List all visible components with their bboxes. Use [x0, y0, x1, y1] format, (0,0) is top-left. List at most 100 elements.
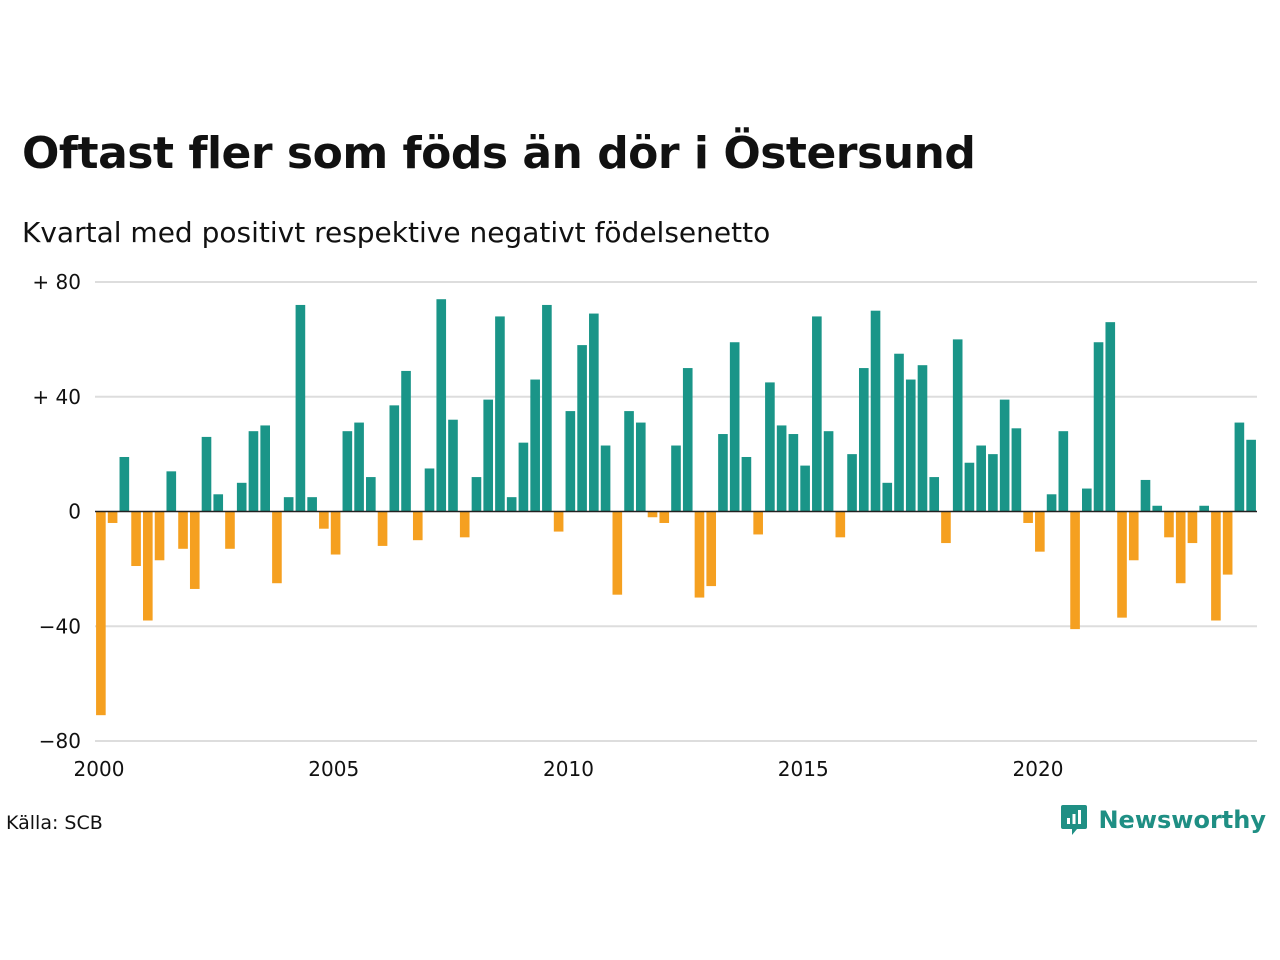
bar — [565, 411, 576, 512]
bar — [882, 482, 893, 512]
bar — [917, 365, 928, 512]
bar — [483, 399, 494, 512]
bar — [495, 316, 505, 512]
bar — [389, 405, 400, 512]
bar — [260, 425, 270, 512]
bar — [847, 454, 857, 512]
bar — [366, 477, 376, 512]
source-note: Källa: SCB — [6, 812, 103, 834]
bar — [1082, 488, 1092, 512]
bar — [1105, 322, 1116, 512]
bar — [1140, 479, 1151, 512]
bar — [342, 431, 353, 512]
bar — [1234, 422, 1245, 512]
bar — [530, 379, 540, 512]
bar — [753, 511, 763, 535]
bar — [858, 368, 869, 512]
bar — [319, 511, 329, 529]
y-tick-label: −80 — [39, 729, 81, 753]
bar — [236, 482, 247, 512]
bar — [1175, 511, 1186, 584]
bar — [823, 431, 834, 512]
bar — [143, 511, 153, 621]
bar — [905, 379, 916, 512]
bar — [1187, 511, 1198, 544]
bar — [647, 511, 658, 518]
bar — [776, 425, 787, 512]
bar — [976, 445, 986, 512]
bar — [1128, 511, 1139, 561]
bar — [1093, 342, 1104, 512]
bar — [189, 511, 200, 589]
bar — [225, 511, 235, 549]
bar — [107, 511, 118, 523]
bar — [1035, 511, 1045, 552]
bar — [1164, 511, 1174, 538]
bar — [1046, 494, 1057, 512]
y-tick-label: −40 — [39, 614, 81, 638]
brand-name: Newsworthy — [1098, 806, 1266, 834]
bar — [694, 511, 705, 598]
x-tick-label: 2005 — [308, 757, 359, 781]
x-tick-label: 2000 — [74, 757, 125, 781]
bar — [988, 454, 998, 512]
bar — [424, 468, 435, 512]
bar — [729, 342, 740, 512]
chart-title: Oftast fler som föds än dör i Östersund — [22, 128, 976, 179]
y-tick-label: + 40 — [32, 385, 81, 409]
brand-logo[interactable]: Newsworthy — [1060, 803, 1266, 837]
bar — [1117, 511, 1127, 618]
bar — [1199, 505, 1209, 512]
bar — [354, 422, 364, 512]
bar — [718, 434, 728, 512]
bar — [1211, 511, 1221, 621]
bar — [542, 304, 552, 512]
bar — [119, 456, 130, 512]
bar — [800, 465, 810, 512]
bar — [307, 497, 317, 512]
chart-subtitle: Kvartal med positivt respektive negativt… — [22, 216, 771, 249]
bar — [1246, 439, 1256, 512]
bar — [812, 316, 822, 512]
bar — [553, 511, 564, 532]
bar — [330, 511, 341, 555]
bar — [1058, 431, 1069, 512]
bar — [1152, 505, 1163, 512]
bar — [213, 494, 224, 512]
bar — [929, 477, 940, 512]
bar — [952, 339, 963, 512]
bar — [624, 411, 634, 512]
bar — [706, 511, 717, 587]
bar — [166, 471, 177, 512]
bar — [131, 511, 141, 567]
bar — [612, 511, 623, 595]
bar — [999, 399, 1010, 512]
bar — [1222, 511, 1233, 575]
bar — [178, 511, 188, 549]
bar — [870, 310, 881, 512]
newsworthy-logo-icon — [1061, 805, 1088, 835]
y-tick-label: 0 — [68, 500, 81, 524]
bar — [659, 511, 670, 523]
bar — [741, 456, 752, 512]
bar — [295, 304, 306, 512]
bar — [272, 511, 282, 584]
bar — [589, 313, 599, 512]
x-tick-label: 2010 — [543, 757, 594, 781]
bar — [577, 345, 587, 512]
bar — [1070, 511, 1080, 630]
x-tick-label: 2015 — [778, 757, 829, 781]
bar — [765, 382, 775, 512]
bar — [671, 445, 681, 512]
bar — [412, 511, 423, 541]
bar — [283, 497, 294, 512]
bar — [600, 445, 611, 512]
bar — [401, 370, 411, 512]
bar — [471, 477, 482, 512]
y-tick-label: + 80 — [32, 270, 81, 294]
bar — [894, 353, 904, 512]
bar — [96, 511, 106, 716]
bar — [154, 511, 165, 561]
bar — [377, 511, 388, 546]
